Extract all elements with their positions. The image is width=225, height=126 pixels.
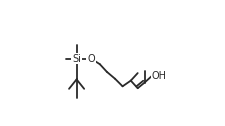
Text: O: O	[87, 54, 95, 64]
Text: Si: Si	[72, 54, 81, 64]
Text: OH: OH	[152, 71, 166, 81]
